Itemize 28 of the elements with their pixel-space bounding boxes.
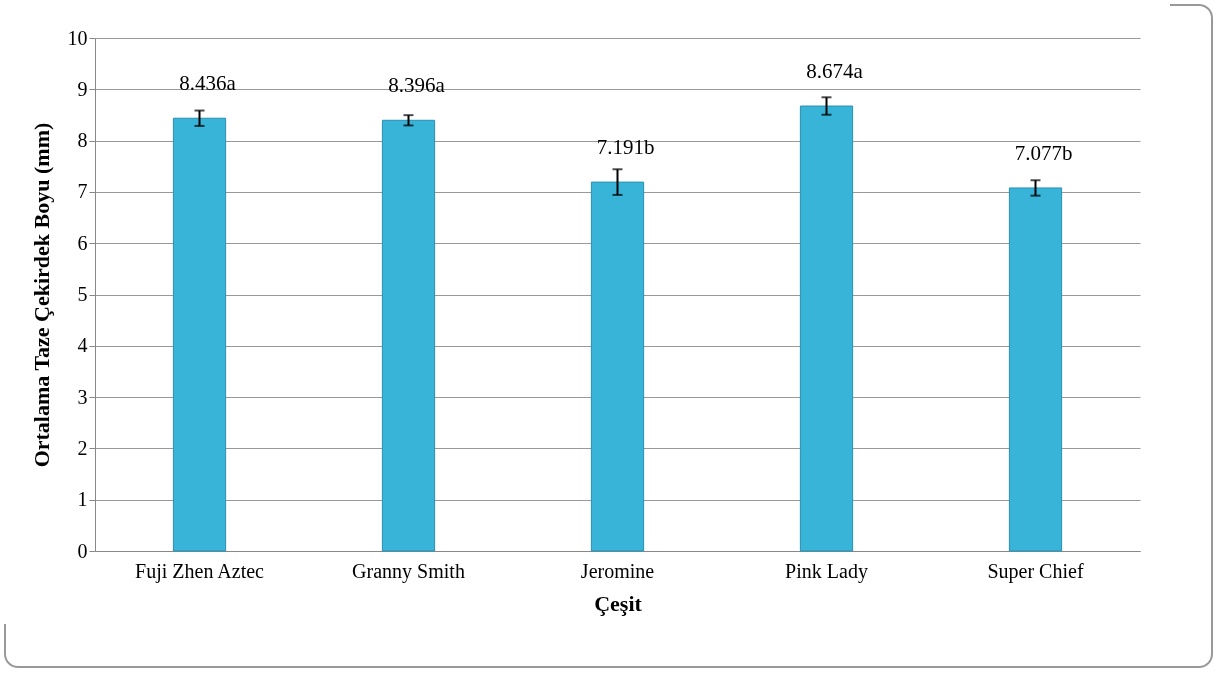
data-label: 8.396a — [388, 73, 446, 98]
y-tick-label: 1 — [77, 488, 88, 511]
data-label: 7.191b — [596, 135, 655, 160]
bar — [799, 105, 854, 552]
y-tick-label: 7 — [77, 180, 88, 203]
bar — [1008, 187, 1063, 552]
y-tick-label: 9 — [77, 77, 88, 100]
x-tick-label: Pink Lady — [785, 559, 868, 583]
x-tick-label: Jeromine — [580, 559, 655, 582]
x-tick-label: Fuji Zhen Aztec — [135, 559, 265, 583]
data-label: 8.436a — [179, 71, 237, 96]
bar — [381, 119, 436, 552]
bar — [172, 117, 227, 552]
y-tick-label: 3 — [77, 385, 88, 408]
y-tick-label: 6 — [77, 231, 88, 254]
data-label: 7.077b — [1014, 140, 1073, 165]
x-axis-title: Çeşit — [594, 590, 643, 616]
bar — [590, 181, 645, 552]
y-tick-label: 8 — [77, 129, 88, 152]
x-tick-label: Granny Smith — [352, 559, 465, 583]
y-tick-label: 0 — [77, 539, 88, 562]
y-axis-title: Ortalama Taze Çekirdek Boyu (mm) — [28, 122, 54, 468]
y-tick-label: 10 — [67, 26, 88, 49]
x-tick-label: Super Chief — [987, 559, 1084, 583]
y-tick-label: 5 — [77, 283, 88, 305]
y-tick-label: 4 — [77, 334, 88, 357]
y-tick-label: 2 — [77, 436, 88, 459]
data-label: 8.674a — [806, 59, 864, 84]
